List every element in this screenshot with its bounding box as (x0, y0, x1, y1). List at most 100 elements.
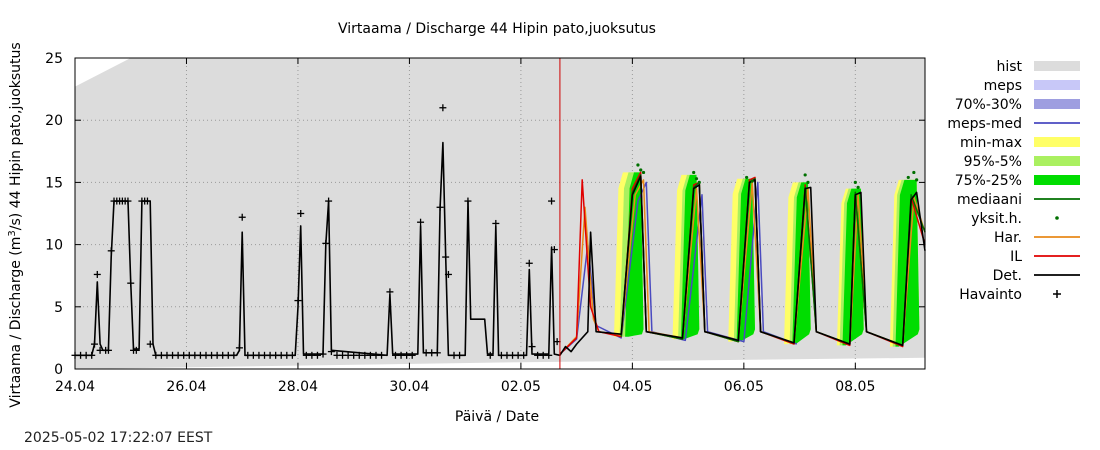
havainto-marker (235, 344, 243, 352)
y-axis-label: Virtaama / Discharge (m3/s) 44 Hipin pat… (7, 42, 24, 407)
hist-band (75, 58, 925, 369)
legend-label: meps-med (947, 116, 1022, 132)
legend-label: Havainto (959, 287, 1022, 303)
yksit-point (639, 168, 643, 172)
havainto-marker (132, 346, 140, 354)
legend-swatch (1034, 175, 1080, 185)
havainto-marker (238, 213, 246, 221)
havainto-marker (436, 203, 444, 211)
x-axis-label: Päivä / Date (455, 409, 539, 425)
legend-item: 70%-30% (955, 97, 1080, 113)
havainto-marker (319, 350, 327, 358)
havainto-marker (417, 218, 425, 226)
havainto-marker (143, 197, 151, 205)
y-tick-label: 10 (45, 238, 63, 254)
legend-label: mediaani (957, 192, 1022, 208)
havainto-marker (230, 351, 238, 359)
x-tick-label: 02.05 (501, 379, 541, 395)
x-tick-label: 28.04 (278, 379, 318, 395)
havainto-marker (294, 297, 302, 305)
legend-item: 75%-25% (955, 173, 1080, 189)
legend-swatch (1034, 61, 1080, 71)
havainto-marker (322, 239, 330, 247)
havainto-marker (386, 288, 394, 296)
legend-label: hist (996, 59, 1022, 75)
havainto-marker (492, 219, 500, 227)
legend-item: yksit.h. (971, 211, 1059, 227)
legend: hist meps 70%-30% meps-med min-max 95%-5% 75%-… (947, 59, 1080, 303)
band-75%-25% (625, 172, 644, 337)
yksit-point (856, 185, 860, 189)
legend-swatch (1034, 80, 1080, 90)
y-tick-label: 15 (45, 175, 63, 191)
legend-label: IL (1010, 249, 1022, 265)
havainto-marker (548, 197, 556, 205)
y-axis-label-rest: /s) 44 Hipin pato,juoksutus (8, 42, 24, 230)
legend-item: IL (1010, 249, 1080, 265)
legend-label: Det. (993, 268, 1022, 284)
legend-item: 95%-5% (964, 154, 1080, 170)
havainto-marker (439, 104, 447, 112)
legend-item: meps (984, 78, 1080, 94)
havainto-marker (433, 349, 441, 357)
legend-label: 95%-5% (964, 154, 1022, 170)
legend-swatch (1034, 99, 1080, 109)
legend-label: 75%-25% (955, 173, 1022, 189)
havainto-marker (93, 270, 101, 278)
plot-frame (74, 57, 926, 370)
havainto-marker (444, 270, 452, 278)
x-tick-label: 26.04 (166, 379, 206, 395)
legend-item: min-max (960, 135, 1080, 151)
legend-item: Havainto (959, 287, 1061, 303)
havainto-marker (456, 351, 464, 359)
havainto-marker (550, 246, 558, 254)
yksit-point (636, 163, 640, 167)
yksit-point (853, 180, 857, 184)
yksit-point (745, 175, 749, 180)
y-tick-label: 20 (45, 113, 63, 129)
y-tick-label: 0 (54, 362, 63, 378)
chart-title: Virtaama / Discharge 44 Hipin pato,juoks… (338, 21, 656, 37)
havainto-marker (528, 343, 536, 351)
yksit-point (912, 170, 916, 175)
havainto-marker (146, 340, 154, 348)
havainto-marker (313, 351, 321, 359)
havainto-marker (297, 210, 305, 217)
x-tick-label: 04.05 (612, 379, 652, 395)
legend-label: 70%-30% (955, 97, 1022, 113)
legend-label: Har. (994, 230, 1022, 246)
legend-label: yksit.h. (971, 211, 1022, 227)
havainto-marker (325, 197, 333, 205)
havainto-marker (545, 351, 553, 359)
legend-item: Har. (994, 230, 1080, 246)
havainto-marker (525, 259, 533, 267)
legend-label: meps (984, 78, 1022, 94)
yksit-point (915, 178, 919, 182)
havainto-marker (88, 351, 96, 359)
havainto-marker (327, 348, 335, 356)
y-tick-label: 5 (54, 300, 63, 316)
yksit-point (694, 177, 699, 181)
yksit-point (692, 170, 696, 175)
havainto-marker (124, 197, 132, 205)
yksit-point (803, 173, 807, 177)
yksit-point (806, 180, 810, 184)
havainto-marker (127, 279, 135, 287)
y-axis-label-main: Virtaama / Discharge (m (8, 237, 24, 408)
yksit-point (750, 179, 754, 183)
havainto-marker (288, 351, 296, 359)
havainto-marker (486, 351, 494, 359)
x-tick-label: 24.04 (55, 379, 95, 395)
legend-item: meps-med (947, 116, 1080, 132)
yksit-point (641, 170, 646, 175)
havainto-marker (408, 351, 416, 359)
y-axis-label-sup: 3 (7, 230, 18, 236)
y-tick-label: 25 (45, 51, 63, 67)
yksit-point (697, 180, 701, 184)
legend-swatch (1034, 137, 1080, 147)
x-tick-label: 06.05 (724, 379, 764, 395)
legend-item: mediaani (957, 192, 1080, 208)
havainto-marker (520, 351, 528, 359)
legend-swatch (1034, 156, 1080, 166)
